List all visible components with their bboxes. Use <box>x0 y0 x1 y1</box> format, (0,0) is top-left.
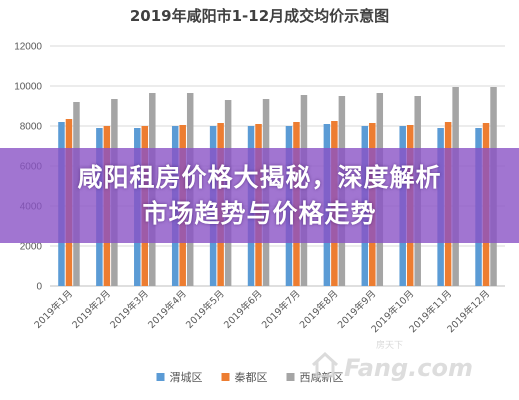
y-tick-label: 12000 <box>14 42 42 53</box>
x-tick-label: 2019年4月 <box>146 288 189 331</box>
x-tick-label: 2019年7月 <box>259 288 302 331</box>
watermark-small-text: 房天下 <box>375 341 403 351</box>
y-tick-label: 10000 <box>14 82 42 93</box>
legend-swatch <box>221 373 230 381</box>
x-tick-label: 2019年2月 <box>70 288 113 331</box>
legend-swatch <box>156 373 165 381</box>
legend-label: 秦都区 <box>235 370 268 384</box>
y-tick-label: 2000 <box>20 242 43 253</box>
house-icon <box>312 351 339 378</box>
chart-title: 2019年咸阳市1-12月成交均价示意图 <box>130 7 389 25</box>
y-tick-label: 8000 <box>20 122 43 133</box>
legend-swatch <box>286 373 295 381</box>
x-tick-label: 2019年5月 <box>183 288 226 331</box>
overlay-banner: 咸阳租房价格大揭秘，深度解析 市场趋势与价格走势 <box>0 148 519 243</box>
banner-line-2: 市场趋势与价格走势 <box>142 198 377 228</box>
banner-line-1: 咸阳租房价格大揭秘，深度解析 <box>77 162 442 192</box>
x-tick-label: 2019年6月 <box>221 288 264 331</box>
x-tick-label: 2019年1月 <box>32 288 75 331</box>
legend-label: 渭城区 <box>170 371 203 384</box>
x-tick-label: 2019年8月 <box>297 288 340 331</box>
x-axis-ticks: 2019年1月2019年2月2019年3月2019年4月2019年5月2019年… <box>32 288 492 336</box>
watermark: 房天下 Fang.com <box>310 341 473 382</box>
watermark-logo-text: Fang.com <box>344 354 473 382</box>
x-tick-label: 2019年3月 <box>108 288 151 331</box>
y-tick-label: 0 <box>36 282 42 293</box>
